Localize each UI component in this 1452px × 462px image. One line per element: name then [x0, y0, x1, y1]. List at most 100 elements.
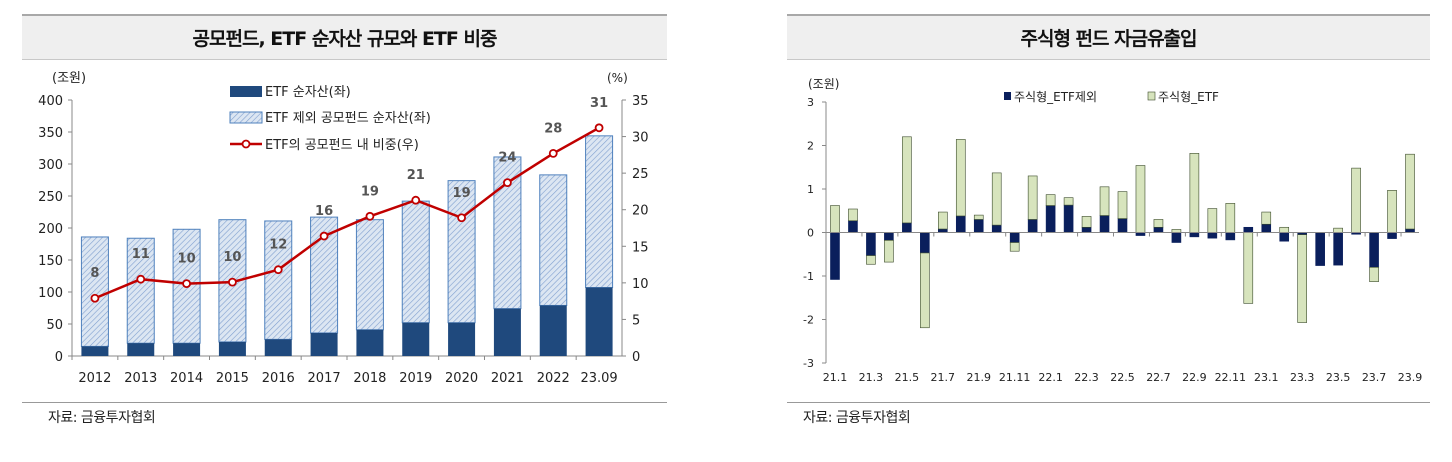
bar-equity-etf — [1009, 242, 1020, 252]
y-right-tick-label: 10 — [632, 277, 649, 292]
share-marker — [136, 274, 146, 284]
x-tick-label: 23.9 — [1398, 371, 1423, 384]
bar-equity-etf — [920, 252, 930, 329]
bar-equity-etf — [1207, 208, 1218, 233]
share-data-label: 10 — [223, 250, 241, 265]
share-marker — [411, 195, 421, 205]
bar-equity-etf — [1243, 232, 1254, 304]
share-data-label: 16 — [315, 204, 333, 219]
bar-equity-etf — [1261, 211, 1272, 225]
bar-equity-etf — [1189, 153, 1200, 233]
bar-equity-etf — [991, 172, 1002, 226]
bar-equity-excl-etf — [1117, 218, 1128, 233]
share-data-label: 10 — [178, 252, 196, 267]
legend-swatch-other — [229, 111, 263, 124]
y-tick-label: 2 — [807, 140, 814, 153]
bar-other-funds — [401, 200, 430, 324]
bar-equity-excl-etf — [902, 222, 912, 233]
bar-equity-excl-etf — [866, 232, 876, 256]
bar-equity-etf — [1279, 226, 1290, 233]
bar-equity-excl-etf — [1009, 232, 1020, 243]
bar-equity-etf — [1333, 227, 1343, 233]
bar-other-funds — [80, 236, 109, 347]
bar-equity-excl-etf — [1315, 232, 1325, 266]
y-right-tick-label: 30 — [632, 131, 649, 146]
x-tick-label: 23.09 — [580, 371, 617, 386]
bar-equity-excl-etf — [1081, 226, 1092, 233]
y-right-tick-label: 20 — [632, 204, 649, 219]
bar-equity-etf — [1405, 153, 1415, 230]
bar-equity-excl-etf — [1243, 226, 1254, 233]
y-tick-label: -2 — [803, 314, 814, 327]
y-right-tick-label: 15 — [632, 240, 649, 255]
right-y-axis-unit: (%) — [607, 71, 628, 85]
bar-etf — [310, 332, 338, 356]
bar-equity-excl-etf — [991, 224, 1002, 233]
bar-equity-excl-etf — [1225, 232, 1236, 241]
x-tick-label: 22.5 — [1110, 371, 1135, 384]
bar-equity-etf — [938, 211, 948, 230]
y-tick-label: 3 — [807, 96, 814, 109]
bar-etf — [539, 305, 567, 356]
bar-equity-etf — [1135, 165, 1146, 233]
bar-equity-etf — [1099, 186, 1110, 216]
bar-equity-excl-etf — [1045, 205, 1056, 233]
x-tick-label: 21.1 — [823, 371, 848, 384]
bar-other-funds — [355, 219, 384, 331]
x-tick-label: 2017 — [308, 371, 341, 386]
x-tick-label: 22.11 — [1215, 371, 1247, 384]
bar-equity-excl-etf — [973, 219, 984, 233]
bar-equity-etf — [866, 255, 876, 265]
bar-equity-etf — [1027, 175, 1038, 220]
share-data-label: 12 — [269, 238, 287, 253]
y-axis-unit: (조원) — [808, 77, 839, 91]
x-tick-label: 2016 — [262, 371, 295, 386]
share-data-label: 28 — [544, 121, 562, 136]
left-source-note: 자료: 금융투자협회 — [48, 410, 156, 426]
y-tick-label: 150 — [38, 254, 63, 269]
bar-equity-excl-etf — [938, 228, 948, 233]
legend-label-excl-etf: 주식형_ETF제외 — [1014, 90, 1097, 104]
right-footer-divider — [787, 402, 1430, 403]
legend-label-etf: ETF 순자산(좌) — [265, 85, 351, 100]
bar-equity-excl-etf — [1261, 223, 1272, 233]
bar-equity-excl-etf — [1387, 232, 1397, 239]
y-tick-label: 200 — [38, 222, 63, 237]
bar-other-funds — [126, 237, 155, 344]
left-chart-title: 공모펀드, ETF 순자산 규모와 ETF 비중 — [22, 14, 667, 60]
x-tick-label: 21.9 — [966, 371, 991, 384]
bar-equity-excl-etf — [1063, 204, 1074, 233]
y-right-tick-label: 35 — [632, 94, 649, 109]
legend-swatch-excl-etf — [1004, 92, 1011, 100]
bar-equity-etf — [902, 136, 912, 224]
legend-swatch-etf — [1147, 91, 1156, 101]
y-tick-label: 100 — [38, 286, 63, 301]
bar-equity-etf — [1153, 219, 1164, 228]
bar-equity-excl-etf — [1369, 232, 1379, 268]
x-tick-label: 2018 — [353, 371, 386, 386]
x-tick-label: 2012 — [78, 371, 111, 386]
bar-equity-etf — [1045, 194, 1056, 206]
bar-equity-excl-etf — [920, 232, 930, 254]
bar-other-funds — [585, 135, 614, 289]
x-tick-label: 22.7 — [1146, 371, 1171, 384]
bar-equity-etf — [1063, 197, 1074, 206]
bar-equity-excl-etf — [955, 215, 966, 233]
share-data-label: 24 — [498, 151, 516, 166]
y-tick-label: 50 — [46, 318, 63, 333]
left-y-axis-unit: (조원) — [52, 71, 86, 86]
x-tick-label: 22.3 — [1074, 371, 1099, 384]
bar-equity-excl-etf — [1279, 232, 1290, 242]
bar-equity-excl-etf — [848, 220, 858, 233]
share-data-label: 19 — [453, 186, 471, 201]
share-marker — [503, 178, 512, 188]
x-tick-label: 2013 — [124, 371, 157, 386]
bar-etf — [402, 322, 430, 356]
legend-marker-share — [241, 139, 251, 149]
bar-equity-excl-etf — [1333, 232, 1343, 266]
bar-equity-etf — [1117, 191, 1128, 219]
left-footer-divider — [22, 402, 667, 403]
x-tick-label: 2014 — [170, 371, 203, 386]
share-data-label: 31 — [590, 96, 608, 111]
